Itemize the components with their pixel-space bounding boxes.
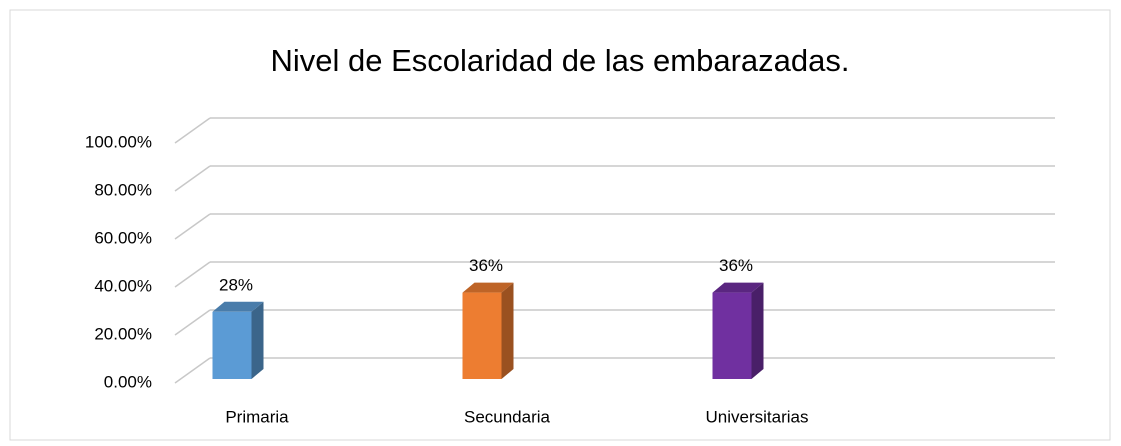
x-tick-label: Secundaria xyxy=(464,407,551,426)
bar-top xyxy=(712,282,764,293)
data-label: 36% xyxy=(719,256,753,275)
grid-line xyxy=(174,117,211,144)
bar-side xyxy=(751,282,764,379)
x-tick-label: Universitarias xyxy=(706,407,809,426)
bar xyxy=(712,292,752,379)
grid-line xyxy=(174,261,211,288)
grid-line xyxy=(174,357,211,384)
chart-title: Nivel de Escolaridad de las embarazadas. xyxy=(271,43,850,78)
y-tick-label: 80.00% xyxy=(94,180,152,199)
grid-line xyxy=(174,213,211,240)
x-tick-label: Primaria xyxy=(225,407,289,426)
y-tick-label: 20.00% xyxy=(94,324,152,343)
grid-line xyxy=(174,309,211,336)
grid-line xyxy=(174,165,211,192)
y-tick-label: 40.00% xyxy=(94,276,152,295)
data-label: 28% xyxy=(219,275,253,294)
bar-top xyxy=(212,301,264,312)
y-tick-label: 0.00% xyxy=(104,372,152,391)
y-tick-label: 60.00% xyxy=(94,228,152,247)
y-tick-label: 100.00% xyxy=(85,132,152,151)
bar-top xyxy=(462,282,514,293)
bar-side xyxy=(501,282,514,379)
data-label: 36% xyxy=(469,256,503,275)
bar xyxy=(462,292,502,379)
bar xyxy=(212,311,252,379)
bar-side xyxy=(251,301,264,379)
